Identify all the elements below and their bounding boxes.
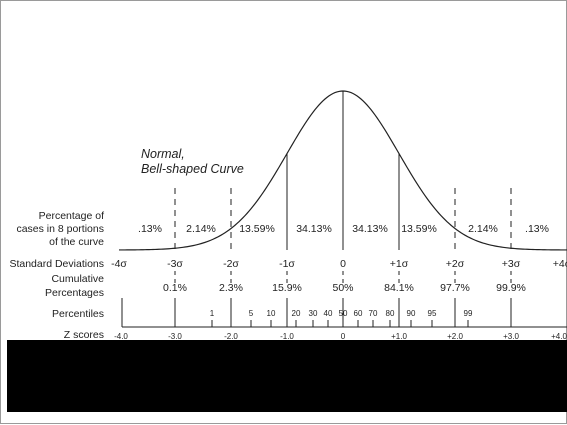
percentile-value: 30: [309, 309, 318, 318]
z-score-value: +2.0: [447, 332, 463, 341]
portion-percentages: .13% 2.14% 13.59% 34.13% 34.13% 13.59% 2…: [138, 223, 549, 235]
percentile-value: 99: [464, 309, 473, 318]
std-dev-value: +4σ: [553, 258, 567, 270]
portion-label: 2.14%: [468, 223, 498, 235]
z-score-value: -4.0: [114, 332, 128, 341]
z-score-value: +3.0: [503, 332, 519, 341]
cumulative-value: 99.9%: [496, 282, 526, 294]
portion-label: 34.13%: [296, 223, 332, 235]
z-score-values: -4.0 -3.0 -2.0 -1.0 0 +1.0 +2.0 +3.0 +4.…: [114, 332, 567, 341]
cumulative-value: 15.9%: [272, 282, 302, 294]
percentile-value: 5: [249, 309, 254, 318]
portion-label: 34.13%: [352, 223, 388, 235]
cumulative-value: 97.7%: [440, 282, 470, 294]
std-dev-value: -2σ: [223, 258, 239, 270]
cumulative-value: 0.1%: [163, 282, 187, 294]
percentage-label-line1: Percentage of: [39, 210, 104, 222]
std-dev-value: +2σ: [446, 258, 465, 270]
percentile-values: 1 5 10 20 30 40 50 60 70 80 90 95 99: [210, 309, 473, 318]
redaction-block: [7, 340, 567, 412]
cumulative-value: 50%: [332, 282, 353, 294]
percentage-label-line2: cases in 8 portions: [16, 223, 104, 235]
std-dev-value: -4σ: [111, 258, 127, 270]
std-dev-value: -3σ: [167, 258, 183, 270]
cumulative-value: 2.3%: [219, 282, 243, 294]
percentile-value: 70: [369, 309, 378, 318]
percentile-value: 1: [210, 309, 215, 318]
percentage-label-line3: of the curve: [49, 236, 104, 248]
std-dev-value: +3σ: [502, 258, 521, 270]
z-score-value: +1.0: [391, 332, 407, 341]
cumulative-label-line1: Cumulative: [51, 273, 104, 285]
cumulative-values: 0.1% 2.3% 15.9% 50% 84.1% 97.7% 99.9%: [163, 282, 526, 294]
z-score-value: +4.0: [551, 332, 567, 341]
percentile-value: 60: [354, 309, 363, 318]
portion-label: .13%: [525, 223, 549, 235]
sigma-lines: [174, 91, 512, 327]
std-dev-value: +1σ: [390, 258, 409, 270]
std-dev-label: Standard Deviations: [9, 258, 104, 270]
portion-label: 2.14%: [186, 223, 216, 235]
portion-label: 13.59%: [239, 223, 275, 235]
z-score-value: -3.0: [168, 332, 182, 341]
percentile-ticks: [211, 320, 469, 327]
z-score-value: 0: [341, 332, 346, 341]
portion-label: 13.59%: [401, 223, 437, 235]
percentile-value: 90: [407, 309, 416, 318]
percentile-value: 80: [386, 309, 395, 318]
std-dev-values: -4σ -3σ -2σ -1σ 0 +1σ +2σ +3σ +4σ: [111, 258, 567, 270]
std-dev-value: -1σ: [279, 258, 295, 270]
curve-label-line1: Normal,: [141, 147, 185, 161]
percentile-value: 10: [267, 309, 276, 318]
percentile-value: 95: [428, 309, 437, 318]
z-score-value: -2.0: [224, 332, 238, 341]
percentile-value: 50: [339, 309, 348, 318]
portion-label: .13%: [138, 223, 162, 235]
percentile-value: 40: [324, 309, 333, 318]
percentiles-label: Percentiles: [52, 308, 104, 320]
cumulative-value: 84.1%: [384, 282, 414, 294]
cumulative-label-line2: Percentages: [45, 287, 104, 299]
z-score-value: -1.0: [280, 332, 294, 341]
curve-label-line2: Bell-shaped Curve: [141, 162, 244, 176]
z-scores-label: Z scores: [64, 329, 104, 341]
percentile-value: 20: [292, 309, 301, 318]
std-dev-value: 0: [340, 258, 346, 270]
